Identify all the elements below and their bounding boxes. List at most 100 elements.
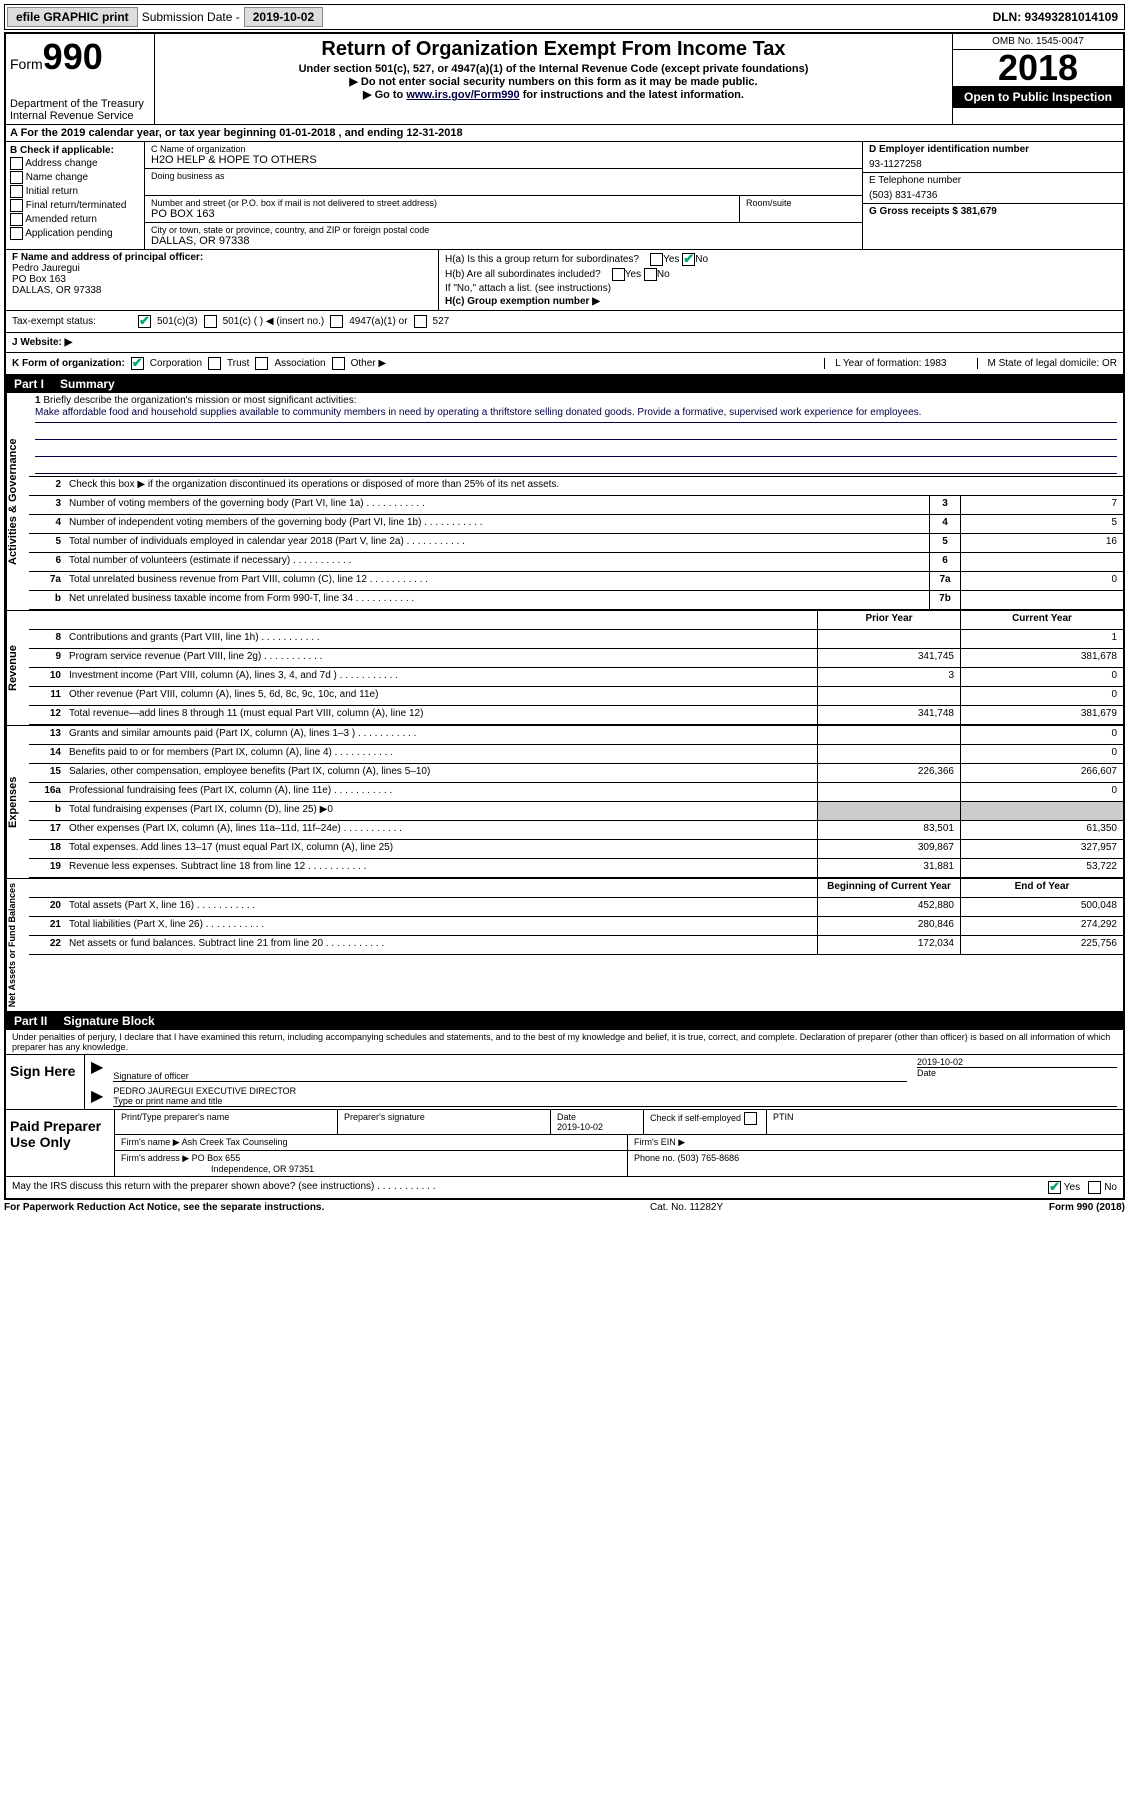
form-subtitle-3: ▶ Go to www.irs.gov/Form990 for instruct… (161, 88, 946, 101)
cb-527[interactable] (414, 315, 427, 328)
expenses-block: Expenses 13Grants and similar amounts pa… (6, 726, 1123, 879)
tel-label: E Telephone number (869, 175, 1117, 186)
sig-officer-label: Signature of officer (113, 1071, 188, 1081)
open-inspection-badge: Open to Public Inspection (953, 86, 1123, 108)
form990-link[interactable]: www.irs.gov/Form990 (406, 89, 519, 101)
state-domicile: M State of legal domicile: OR (977, 358, 1118, 369)
year-formation: L Year of formation: 1983 (824, 358, 946, 369)
discuss-question: May the IRS discuss this return with the… (12, 1181, 436, 1194)
cb-address-change[interactable] (10, 157, 23, 170)
cb-hb-yes[interactable] (612, 268, 625, 281)
form-year-block: OMB No. 1545-0047 2018 Open to Public In… (952, 34, 1123, 124)
form-label: Form (10, 56, 43, 72)
submission-date-button[interactable]: 2019-10-02 (244, 7, 323, 27)
part2-header: Part IISignature Block (6, 1012, 1123, 1030)
sig-date-value: 2019-10-02 (917, 1057, 1117, 1067)
part1-header: Part ISummary (6, 375, 1123, 393)
cb-501c3[interactable] (138, 315, 151, 328)
col-b-header: B Check if applicable: (10, 145, 114, 156)
tab-governance: Activities & Governance (6, 393, 29, 610)
firm-name: Ash Creek Tax Counseling (182, 1137, 288, 1147)
efile-print-button[interactable]: efile GRAPHIC print (7, 7, 138, 27)
website-row: J Website: ▶ (6, 333, 1123, 353)
arrow-icon: ▶ (91, 1057, 103, 1082)
prep-name-label: Print/Type preparer's name (115, 1110, 338, 1134)
arrow-icon: ▶ (91, 1086, 103, 1107)
col-d-contact: D Employer identification number 93-1127… (863, 142, 1123, 249)
submission-date-label: Submission Date - (142, 10, 240, 24)
form-frame: Form990 Department of the Treasury Inter… (4, 32, 1125, 1200)
sig-name-value: PEDRO JAUREGUI EXECUTIVE DIRECTOR (113, 1086, 1117, 1096)
firm-addr2: Independence, OR 97351 (211, 1164, 314, 1174)
revenue-block: Revenue Prior YearCurrent Year 8Contribu… (6, 611, 1123, 726)
cb-trust[interactable] (208, 357, 221, 370)
col-b-checkboxes: B Check if applicable: Address change Na… (6, 142, 145, 249)
gross-label: G Gross receipts $ (869, 206, 961, 217)
sig-date-label: Date (917, 1067, 1117, 1078)
tax-status-label: Tax-exempt status: (12, 316, 132, 327)
net-assets-block: Net Assets or Fund Balances Beginning of… (6, 879, 1123, 1012)
website-label: J Website: ▶ (12, 337, 72, 348)
cb-application-pending[interactable] (10, 227, 23, 240)
cb-discuss-no[interactable] (1088, 1181, 1101, 1194)
cb-association[interactable] (255, 357, 268, 370)
group-return-block: H(a) Is this a group return for subordin… (439, 250, 1123, 310)
sig-name-label: Type or print name and title (113, 1096, 222, 1106)
cb-initial-return[interactable] (10, 185, 23, 198)
discuss-row: May the IRS discuss this return with the… (6, 1176, 1123, 1198)
governance-block: Activities & Governance 1 Briefly descri… (6, 393, 1123, 611)
street-label: Number and street (or P.O. box if mail i… (151, 198, 733, 208)
footer-line: For Paperwork Reduction Act Notice, see … (4, 1200, 1125, 1215)
cb-self-employed[interactable] (744, 1112, 757, 1125)
form-title: Return of Organization Exempt From Incom… (161, 38, 946, 61)
cat-number: Cat. No. 11282Y (324, 1202, 1049, 1213)
info-grid: B Check if applicable: Address change Na… (6, 142, 1123, 250)
brief-desc: 1 Briefly describe the organization's mi… (29, 393, 1123, 477)
tab-net-assets: Net Assets or Fund Balances (6, 879, 29, 1011)
form-subtitle-1: Under section 501(c), 527, or 4947(a)(1)… (161, 63, 946, 75)
signature-declaration: Under penalties of perjury, I declare th… (6, 1030, 1123, 1054)
form-title-block: Return of Organization Exempt From Incom… (155, 34, 952, 124)
sign-here-label: Sign Here (6, 1055, 85, 1109)
paid-preparer-row: Paid Preparer Use Only Print/Type prepar… (6, 1109, 1123, 1176)
tab-revenue: Revenue (6, 611, 29, 725)
fh-row: F Name and address of principal officer:… (6, 250, 1123, 311)
city-value: DALLAS, OR 97338 (151, 235, 856, 247)
gross-value: 381,679 (961, 206, 997, 217)
cb-name-change[interactable] (10, 171, 23, 184)
form-ref: Form 990 (2018) (1049, 1202, 1125, 1213)
tel-value: (503) 831-4736 (869, 190, 1117, 201)
k-row: K Form of organization: Corporation Trus… (6, 353, 1123, 375)
street-value: PO BOX 163 (151, 208, 733, 220)
top-bar: efile GRAPHIC print Submission Date - 20… (4, 4, 1125, 30)
ein-label: D Employer identification number (869, 144, 1029, 155)
cb-discuss-yes[interactable] (1048, 1181, 1061, 1194)
row-a-tax-period: A For the 2019 calendar year, or tax yea… (6, 125, 1123, 142)
form-number: 990 (43, 36, 103, 77)
cb-501c[interactable] (204, 315, 217, 328)
city-label: City or town, state or province, country… (151, 225, 856, 235)
cb-final-return[interactable] (10, 199, 23, 212)
cb-ha-yes[interactable] (650, 253, 663, 266)
org-name: H2O HELP & HOPE TO OTHERS (151, 154, 856, 166)
brief-text: Make affordable food and household suppl… (35, 406, 1117, 423)
ein-value: 93-1127258 (869, 159, 1117, 170)
firm-addr1: PO Box 655 (192, 1153, 241, 1163)
form-subtitle-2: ▶ Do not enter social security numbers o… (161, 75, 946, 88)
tax-status-row: Tax-exempt status: 501(c)(3) 501(c) ( ) … (6, 311, 1123, 333)
cb-4947[interactable] (330, 315, 343, 328)
cb-hb-no[interactable] (644, 268, 657, 281)
ptin-label: PTIN (767, 1110, 1123, 1134)
cb-amended-return[interactable] (10, 213, 23, 226)
cb-other[interactable] (332, 357, 345, 370)
col-c-org-info: C Name of organization H2O HELP & HOPE T… (145, 142, 863, 249)
firm-ein-label: Firm's EIN ▶ (628, 1135, 1123, 1150)
form-id-block: Form990 Department of the Treasury Inter… (6, 34, 155, 124)
cb-corporation[interactable] (131, 357, 144, 370)
room-suite-label: Room/suite (740, 196, 862, 222)
cb-ha-no[interactable] (682, 253, 695, 266)
prep-sig-label: Preparer's signature (338, 1110, 551, 1134)
principal-officer-block: F Name and address of principal officer:… (6, 250, 439, 310)
dln-text: DLN: 93493281014109 (993, 10, 1122, 24)
tax-year: 2018 (953, 50, 1123, 86)
